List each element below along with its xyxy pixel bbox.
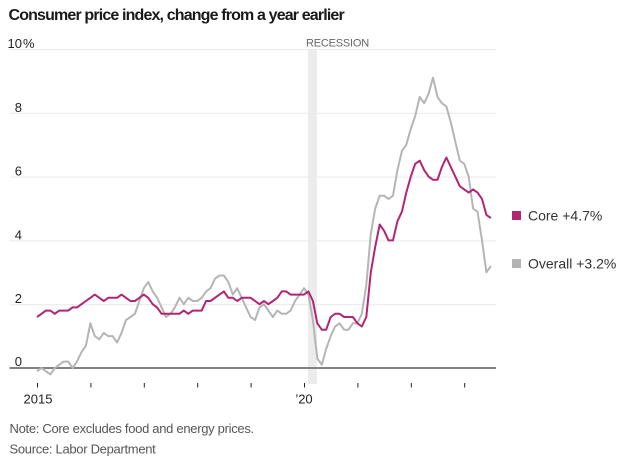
svg-text:4: 4 — [15, 227, 22, 242]
svg-text:%: % — [23, 36, 35, 51]
svg-text:Consumer price index, change f: Consumer price index, change from a year… — [9, 7, 345, 24]
svg-text:Core +4.7%: Core +4.7% — [528, 208, 602, 224]
svg-text:2: 2 — [15, 291, 22, 306]
svg-text:6: 6 — [15, 164, 22, 179]
svg-text:8: 8 — [15, 100, 22, 115]
svg-text:2015: 2015 — [24, 392, 53, 407]
svg-text:’20: ’20 — [295, 392, 312, 407]
svg-text:RECESSION: RECESSION — [306, 38, 369, 50]
svg-text:0: 0 — [15, 354, 22, 369]
svg-text:Note: Core excludes food and e: Note: Core excludes food and energy pric… — [10, 421, 254, 436]
svg-text:10: 10 — [8, 36, 22, 51]
svg-text:Overall +3.2%: Overall +3.2% — [528, 256, 616, 272]
svg-text:Source: Labor Department: Source: Labor Department — [10, 442, 157, 457]
